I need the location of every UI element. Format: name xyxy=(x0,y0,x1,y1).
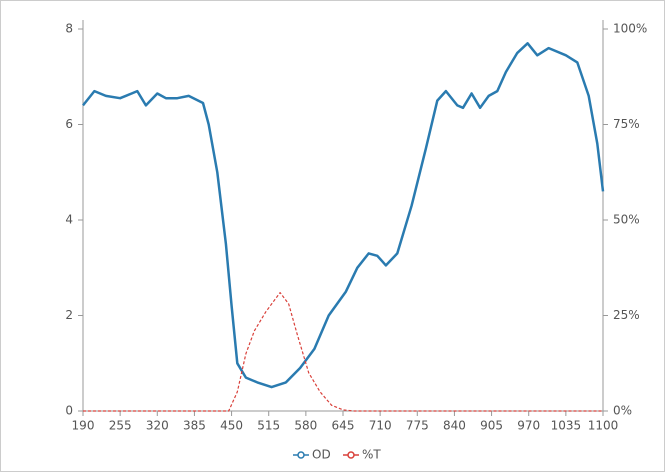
y-tick-label: 8 xyxy=(65,22,73,36)
x-tick-label: 840 xyxy=(443,419,466,433)
x-tick-label: 580 xyxy=(294,419,317,433)
x-tick-label: 645 xyxy=(332,419,355,433)
x-tick-label: 515 xyxy=(257,419,280,433)
x-tick-label: 1100 xyxy=(588,419,619,433)
y2-tick-label: 100% xyxy=(613,22,647,36)
x-tick-label: 255 xyxy=(109,419,132,433)
legend-marker xyxy=(347,451,355,459)
legend-label: OD xyxy=(312,448,331,462)
y2-tick-label: 0% xyxy=(613,404,632,418)
x-tick-label: 1035 xyxy=(551,419,582,433)
x-tick-label: 710 xyxy=(369,419,392,433)
x-tick-label: 775 xyxy=(406,419,429,433)
series-line xyxy=(83,292,603,412)
legend-marker xyxy=(297,451,305,459)
y-tick-label: 0 xyxy=(65,404,73,418)
y2-tick-label: 25% xyxy=(613,308,640,322)
x-tick-label: 905 xyxy=(480,419,503,433)
y2-tick-label: 75% xyxy=(613,117,640,131)
y2-tick-label: 50% xyxy=(613,213,640,227)
x-tick-label: 190 xyxy=(72,419,95,433)
y-tick-label: 2 xyxy=(65,308,73,322)
legend-label: %T xyxy=(362,448,381,462)
x-tick-label: 450 xyxy=(220,419,243,433)
y-tick-label: 4 xyxy=(65,213,73,227)
x-tick-label: 385 xyxy=(183,419,206,433)
x-tick-label: 320 xyxy=(146,419,169,433)
y-tick-label: 6 xyxy=(65,117,73,131)
series-line xyxy=(82,42,605,389)
x-tick-label: 970 xyxy=(517,419,540,433)
